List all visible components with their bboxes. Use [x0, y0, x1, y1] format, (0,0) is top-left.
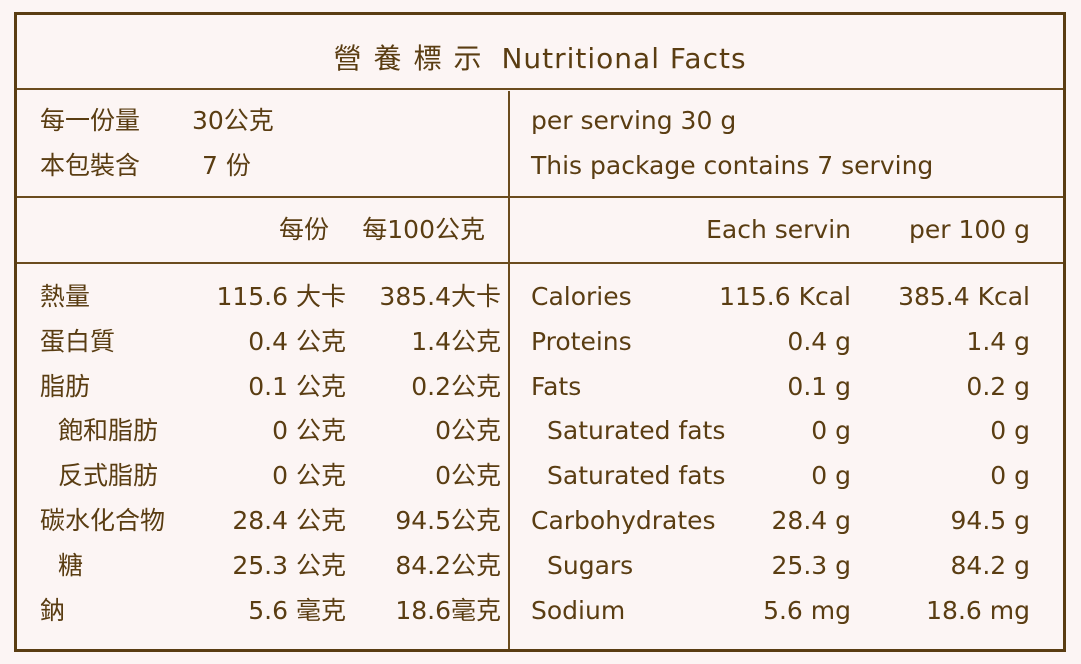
nutrient-name-en: Sodium [531, 595, 626, 625]
nutrient-name-zh: 蛋白質 [40, 326, 116, 356]
value-per-100-en: 0.2 g [966, 371, 1030, 401]
value-per-serving-en: 0 g [811, 416, 851, 446]
value-per-100-en: 94.5 g [950, 506, 1030, 535]
divider [17, 262, 1063, 264]
header-per-serving-en: Each servin [706, 215, 851, 244]
value-per-serving-en: 25.3 g [771, 550, 851, 580]
nutrient-name-zh: 鈉 [40, 595, 66, 625]
value-per-serving-zh: 28.4 公克 [232, 506, 346, 535]
header-per-serving-zh: 每份 [278, 215, 329, 244]
header-per-100-en: per 100 g [908, 215, 1030, 244]
label-title: 營養標示 Nutritional Facts [17, 37, 1063, 77]
value-per-100-zh: 18.6毫克 [395, 595, 501, 625]
value-per-serving-en: 0.4 g [787, 326, 851, 356]
value-per-serving-en: 0.1 g [787, 371, 851, 401]
nutrient-name-en: Carbohydrates [531, 506, 716, 535]
nutrient-name-en: Saturated fats [547, 461, 726, 491]
serving-size-label-zh: 每一份量 [40, 106, 141, 135]
value-per-serving-zh: 25.3 公克 [232, 550, 346, 580]
package-value-zh: 7 份 [202, 151, 251, 180]
nutrient-name-en: Fats [531, 371, 582, 401]
value-per-serving-zh: 0.4 公克 [248, 326, 346, 356]
value-per-100-en: 0 g [990, 461, 1030, 491]
value-per-100-en: 0 g [990, 416, 1030, 446]
value-per-serving-en: 0 g [811, 461, 851, 491]
nutrient-name-zh: 反式脂肪 [58, 461, 159, 491]
nutrient-name-zh: 脂肪 [40, 371, 91, 401]
divider [17, 88, 1063, 90]
package-en: This package contains 7 serving [531, 151, 934, 180]
title-en: Nutritional Facts [501, 42, 747, 75]
value-per-100-zh: 0公克 [435, 461, 501, 491]
nutrient-name-zh: 飽和脂肪 [58, 416, 159, 446]
value-per-serving-zh: 0.1 公克 [248, 371, 346, 401]
value-per-serving-zh: 5.6 毫克 [248, 595, 346, 625]
divider [17, 196, 1063, 198]
value-per-100-zh: 0公克 [435, 416, 501, 446]
package-label-zh: 本包裝含 [40, 151, 141, 180]
serving-size-en: per serving 30 g [531, 106, 737, 135]
value-per-serving-zh: 0 公克 [272, 461, 346, 491]
nutrient-name-en: Saturated fats [547, 416, 726, 446]
value-per-100-zh: 0.2公克 [411, 371, 501, 401]
value-per-serving-en: 28.4 g [771, 506, 851, 535]
nutrition-label: 營養標示 Nutritional Facts 每一份量 30公克 本包裝含 7 份… [14, 12, 1066, 652]
value-per-serving-zh: 0 公克 [272, 416, 346, 446]
value-per-100-en: 84.2 g [950, 550, 1030, 580]
value-per-100-en: 18.6 mg [926, 595, 1030, 625]
nutrient-name-en: Calories [531, 282, 632, 311]
nutrient-name-en: Proteins [531, 326, 632, 356]
nutrient-name-en: Sugars [547, 550, 634, 580]
column-divider [508, 91, 510, 649]
value-per-100-en: 385.4 Kcal [898, 282, 1030, 311]
value-per-100-zh: 385.4大卡 [379, 282, 501, 311]
value-per-serving-en: 5.6 mg [763, 595, 851, 625]
value-per-serving-en: 115.6 Kcal [719, 282, 851, 311]
serving-size-value-zh: 30公克 [192, 106, 274, 135]
value-per-serving-zh: 115.6 大卡 [216, 282, 346, 311]
value-per-100-zh: 94.5公克 [395, 506, 501, 535]
title-zh: 營養標示 [333, 42, 494, 75]
value-per-100-en: 1.4 g [966, 326, 1030, 356]
value-per-100-zh: 1.4公克 [411, 326, 501, 356]
nutrient-name-zh: 熱量 [40, 282, 91, 311]
nutrient-name-zh: 糖 [58, 550, 84, 580]
header-per-100-zh: 每100公克 [362, 215, 485, 244]
value-per-100-zh: 84.2公克 [395, 550, 501, 580]
nutrient-name-zh: 碳水化合物 [40, 506, 166, 535]
